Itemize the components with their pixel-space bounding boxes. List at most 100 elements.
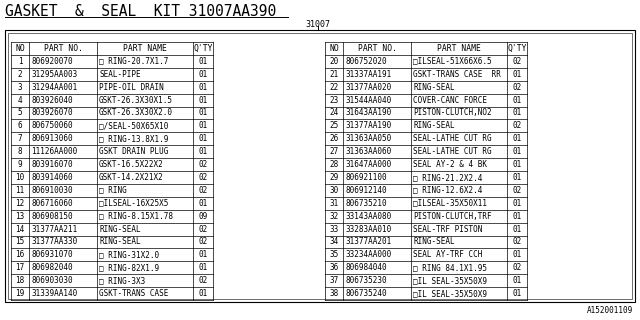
Text: □ RING-21.2X2.4: □ RING-21.2X2.4 [413, 173, 483, 182]
Text: 33234AA000: 33234AA000 [345, 250, 391, 259]
Text: 31544AA040: 31544AA040 [345, 96, 391, 105]
Text: 806752020: 806752020 [345, 57, 387, 66]
Text: 02: 02 [513, 263, 522, 272]
Text: 18: 18 [15, 276, 24, 285]
Text: SEAL-PIPE: SEAL-PIPE [99, 70, 141, 79]
Text: 31363AA060: 31363AA060 [345, 147, 391, 156]
Text: □/SEAL-50X65X10: □/SEAL-50X65X10 [99, 121, 168, 130]
Text: 01: 01 [513, 199, 522, 208]
Text: 31643AA190: 31643AA190 [345, 108, 391, 117]
Text: 02: 02 [198, 225, 207, 234]
Text: □ILSEAL-16X25X5: □ILSEAL-16X25X5 [99, 199, 168, 208]
Text: 3: 3 [18, 83, 22, 92]
Text: SEAL-LATHE CUT RG: SEAL-LATHE CUT RG [413, 134, 492, 143]
Text: □IL SEAL-35X50X9: □IL SEAL-35X50X9 [413, 276, 487, 285]
Text: □ILSEAL-51X66X6.5: □ILSEAL-51X66X6.5 [413, 57, 492, 66]
Text: 31294AA001: 31294AA001 [31, 83, 77, 92]
Text: 01: 01 [198, 263, 207, 272]
Text: 803926040: 803926040 [31, 96, 72, 105]
Text: 01: 01 [513, 289, 522, 298]
Text: Q'TY: Q'TY [193, 44, 212, 53]
Text: SEAL AY-2 & 4 BK: SEAL AY-2 & 4 BK [413, 160, 487, 169]
Text: 01: 01 [198, 57, 207, 66]
Text: 01: 01 [513, 96, 522, 105]
Bar [8, 33, 632, 299]
Text: PART NAME: PART NAME [437, 44, 481, 53]
Text: 806982040: 806982040 [31, 263, 72, 272]
Text: RING-SEAL: RING-SEAL [413, 121, 454, 130]
Text: RING-SEAL: RING-SEAL [413, 237, 454, 246]
Text: 01: 01 [513, 276, 522, 285]
Text: 02: 02 [198, 186, 207, 195]
Text: 803916070: 803916070 [31, 160, 72, 169]
Text: 806931070: 806931070 [31, 250, 72, 259]
Text: 13: 13 [15, 212, 24, 221]
Text: 01: 01 [513, 134, 522, 143]
Text: PART NO.: PART NO. [358, 44, 397, 53]
Text: 31295AA003: 31295AA003 [31, 70, 77, 79]
Text: PART NO.: PART NO. [44, 44, 83, 53]
Text: PIPE-OIL DRAIN: PIPE-OIL DRAIN [99, 83, 164, 92]
Text: 01: 01 [513, 212, 522, 221]
Text: 6: 6 [18, 121, 22, 130]
Text: 20: 20 [330, 57, 339, 66]
Text: 01: 01 [513, 160, 522, 169]
Text: 02: 02 [198, 160, 207, 169]
Text: 15: 15 [15, 237, 24, 246]
Text: 02: 02 [513, 57, 522, 66]
Text: 26: 26 [330, 134, 339, 143]
Text: 01: 01 [198, 121, 207, 130]
Text: 806984040: 806984040 [345, 263, 387, 272]
Text: 01: 01 [198, 289, 207, 298]
Text: 09: 09 [198, 212, 207, 221]
Text: 16: 16 [15, 250, 24, 259]
Text: Q'TY: Q'TY [508, 44, 527, 53]
Text: 36: 36 [330, 263, 339, 272]
Text: 25: 25 [330, 121, 339, 130]
Text: 32: 32 [330, 212, 339, 221]
Text: PART NAME: PART NAME [123, 44, 167, 53]
Text: PISTON-CLUTCH,TRF: PISTON-CLUTCH,TRF [413, 212, 492, 221]
Text: □ RING-20.7X1.7: □ RING-20.7X1.7 [99, 57, 168, 66]
Text: 19: 19 [15, 289, 24, 298]
Text: 01: 01 [198, 108, 207, 117]
Text: 9: 9 [18, 160, 22, 169]
Text: GSKT DRAIN PLUG: GSKT DRAIN PLUG [99, 147, 168, 156]
Text: 806921100: 806921100 [345, 173, 387, 182]
Text: 21: 21 [330, 70, 339, 79]
Text: 02: 02 [198, 276, 207, 285]
Text: RING-SEAL: RING-SEAL [99, 225, 141, 234]
Text: 8: 8 [18, 147, 22, 156]
Text: 02: 02 [198, 173, 207, 182]
Text: 806920070: 806920070 [31, 57, 72, 66]
Text: 28: 28 [330, 160, 339, 169]
Text: □ILSEAL-35X50X11: □ILSEAL-35X50X11 [413, 199, 487, 208]
Text: 17: 17 [15, 263, 24, 272]
Text: 31007: 31007 [305, 20, 330, 29]
Text: 31647AA000: 31647AA000 [345, 160, 391, 169]
Bar [5, 30, 635, 302]
Text: COVER-CANC FORCE: COVER-CANC FORCE [413, 96, 487, 105]
Text: 24: 24 [330, 108, 339, 117]
Text: 806903030: 806903030 [31, 276, 72, 285]
Text: GSKT-14.2X21X2: GSKT-14.2X21X2 [99, 173, 164, 182]
Text: 22: 22 [330, 83, 339, 92]
Text: 01: 01 [513, 250, 522, 259]
Text: 01: 01 [513, 147, 522, 156]
Text: 806910030: 806910030 [31, 186, 72, 195]
Text: 806735210: 806735210 [345, 199, 387, 208]
Text: 806750060: 806750060 [31, 121, 72, 130]
Text: 4: 4 [18, 96, 22, 105]
Text: 33283AA010: 33283AA010 [345, 225, 391, 234]
Text: 01: 01 [513, 70, 522, 79]
Text: 11: 11 [15, 186, 24, 195]
Text: 27: 27 [330, 147, 339, 156]
Text: 01: 01 [198, 250, 207, 259]
Text: 31337AA191: 31337AA191 [345, 70, 391, 79]
Text: RING-SEAL: RING-SEAL [99, 237, 141, 246]
Text: PISTON-CLUTCH,NO2: PISTON-CLUTCH,NO2 [413, 108, 492, 117]
Text: 01: 01 [198, 134, 207, 143]
Text: 02: 02 [198, 237, 207, 246]
Text: 806913060: 806913060 [31, 134, 72, 143]
Text: 23: 23 [330, 96, 339, 105]
